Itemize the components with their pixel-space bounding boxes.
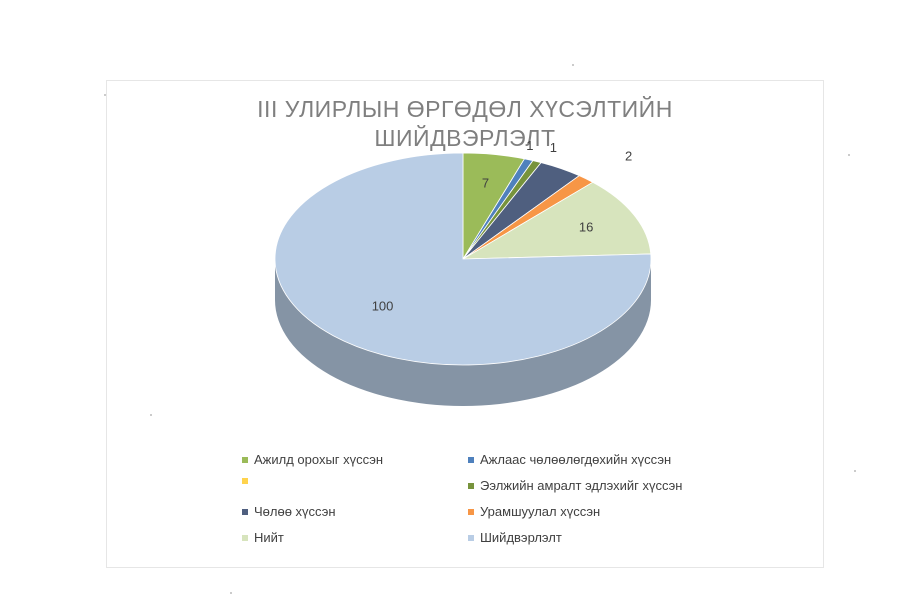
legend-item-4: Чөлөө хүссэн xyxy=(242,504,336,519)
legend-item-6: Нийт xyxy=(242,530,284,545)
data-label-0: 7 xyxy=(482,176,489,191)
legend-swatch-1 xyxy=(468,456,474,463)
pie-slice-5 xyxy=(461,181,652,260)
legend-label-1: Ажлаас чөлөөлөгдөхийн хүссэн xyxy=(480,452,672,467)
legend-label-7: Шийдвэрлэлт xyxy=(480,530,562,545)
scan-speck xyxy=(230,592,232,594)
chart-title: III УЛИРЛЫН ӨРГӨДӨЛ ХҮСЭЛТИЙН ШИЙДВЭРЛЭЛ… xyxy=(107,95,823,153)
data-label-2: 1 xyxy=(550,140,557,155)
legend-item-0: Ажилд орохыг хүссэн xyxy=(242,452,383,467)
pie-slice-6 xyxy=(274,152,652,366)
data-label-1: 1 xyxy=(526,138,533,153)
legend-label-5: Урамшуулал хүссэн xyxy=(480,504,601,519)
scan-speck xyxy=(150,414,152,416)
legend-label-0: Ажилд орохыг хүссэн xyxy=(254,452,384,467)
legend-swatch-6 xyxy=(242,534,248,541)
legend-item-3: Ээлжийн амралт эдлэхийг хүссэн xyxy=(468,478,682,493)
legend-swatch-3 xyxy=(468,482,474,489)
chart-title-line-1: III УЛИРЛЫН ӨРГӨДӨЛ ХҮСЭЛТИЙН xyxy=(257,96,673,122)
legend-swatch-0 xyxy=(242,456,248,463)
legend-label-3: Ээлжийн амралт эдлэхийг хүссэн xyxy=(480,478,683,493)
legend-item-5: Урамшуулал хүссэн xyxy=(468,504,600,519)
scan-speck xyxy=(572,64,574,66)
scan-speck xyxy=(854,470,856,472)
legend-item-2 xyxy=(242,478,254,484)
legend-swatch-7 xyxy=(468,534,474,541)
legend-label-6: Нийт xyxy=(254,530,284,545)
legend-label-4: Чөлөө хүссэн xyxy=(254,504,336,519)
data-label-5: 16 xyxy=(579,219,593,234)
chart-title-line-2: ШИЙДВЭРЛЭЛТ xyxy=(374,125,556,151)
data-label-4: 2 xyxy=(625,148,632,163)
scan-speck xyxy=(848,154,850,156)
data-label-6: 100 xyxy=(372,299,394,314)
legend-swatch-4 xyxy=(242,508,248,515)
legend-swatch-2 xyxy=(242,478,248,484)
legend-item-7: Шийдвэрлэлт xyxy=(468,530,562,545)
legend-item-1: Ажлаас чөлөөлөгдөхийн хүссэн xyxy=(468,452,671,467)
legend-swatch-5 xyxy=(468,508,474,515)
pie-slice-side-6 xyxy=(275,259,651,406)
scan-speck xyxy=(104,94,106,96)
